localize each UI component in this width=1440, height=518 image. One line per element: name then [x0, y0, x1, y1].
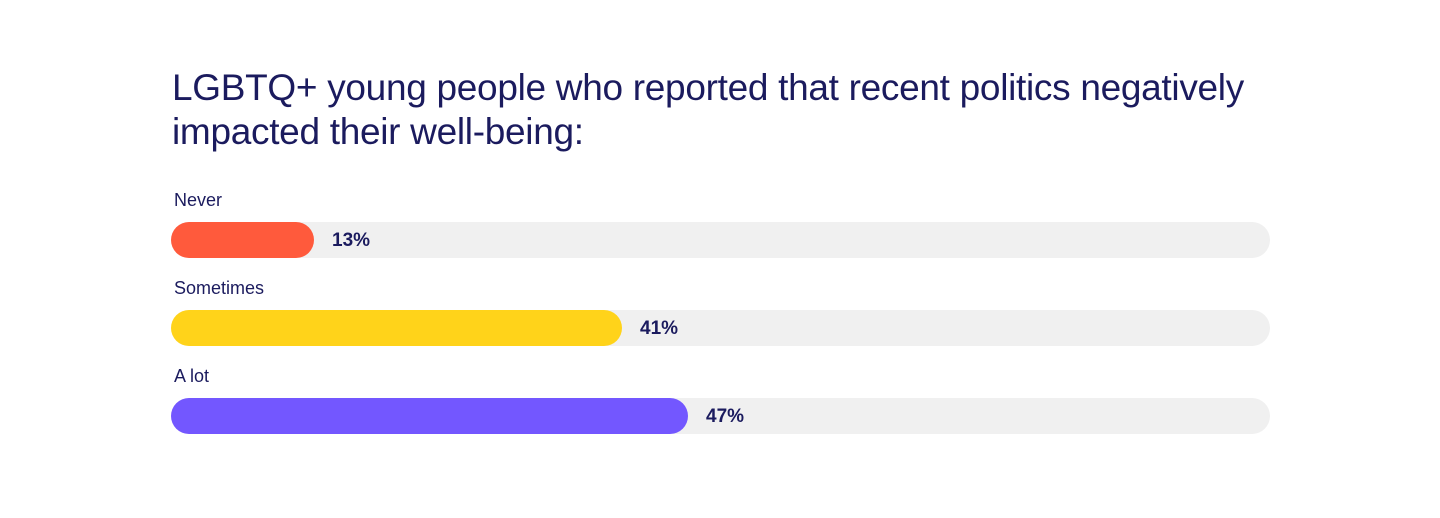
category-label: Sometimes [174, 278, 265, 298]
category-label: Never [174, 190, 223, 210]
value-label: 47% [706, 406, 745, 427]
bar-chart: Never 13% Sometimes 41% A lot 47% [171, 186, 1270, 450]
chart-title: LGBTQ+ young people who reported that re… [172, 67, 1244, 152]
bar-row-never: Never 13% [171, 186, 1270, 274]
bar-never [171, 222, 314, 258]
value-label: 41% [640, 318, 679, 339]
bar-track: 47% [171, 398, 1270, 434]
bar-track: 13% [171, 222, 1270, 258]
value-label: 13% [332, 230, 371, 251]
bar-sometimes [171, 310, 622, 346]
bar-row-sometimes: Sometimes 41% [171, 274, 1270, 362]
category-label: A lot [174, 366, 210, 386]
bar-a-lot [171, 398, 688, 434]
bar-track: 41% [171, 310, 1270, 346]
bar-row-a-lot: A lot 47% [171, 362, 1270, 450]
